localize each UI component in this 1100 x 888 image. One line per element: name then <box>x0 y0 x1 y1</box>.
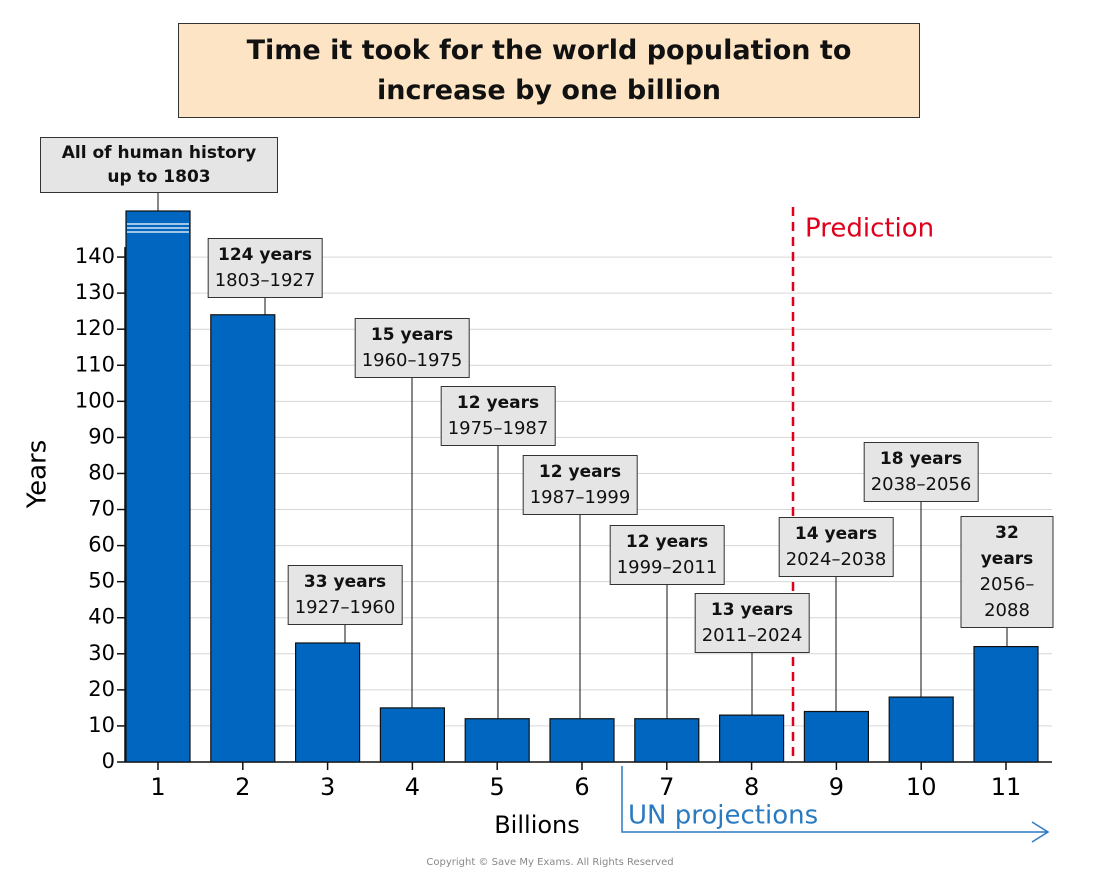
x-tick-label: 9 <box>829 773 844 801</box>
value-label-box: 12 years 1999–2011 <box>609 525 725 585</box>
y-tick-label: 30 <box>88 641 115 665</box>
value-label: 15 years <box>370 325 454 345</box>
x-tick-label: 4 <box>405 773 420 801</box>
period-label: 2056–2088 <box>979 574 1035 621</box>
period-label: 1975–1987 <box>447 418 549 439</box>
value-label: 18 years <box>879 449 963 469</box>
value-label-box: 12 years 1987–1999 <box>522 455 638 515</box>
y-tick-label: 10 <box>88 713 115 737</box>
value-label: 12 years <box>456 393 540 413</box>
projection-label: UN projections <box>628 801 818 831</box>
y-tick-label: 90 <box>88 424 115 448</box>
chart-title: Time it took for the world population to… <box>178 23 920 118</box>
projection-arrow <box>621 766 1050 843</box>
y-tick-label: 70 <box>88 497 115 521</box>
x-tick-label: 3 <box>320 773 335 801</box>
bar <box>549 718 615 763</box>
value-label: 12 years <box>538 462 622 482</box>
value-label: 13 years <box>710 600 794 620</box>
x-tick-label: 2 <box>235 773 250 801</box>
value-label-box: 12 years 1975–1987 <box>440 386 556 446</box>
y-tick-label: 80 <box>88 460 115 484</box>
y-tick-label: 60 <box>88 533 115 557</box>
y-tick-label: 140 <box>75 244 115 268</box>
bar <box>803 710 870 763</box>
period-label: 2024–2038 <box>785 549 887 570</box>
value-label-box: 14 years 2024–2038 <box>778 517 894 577</box>
value-label: 14 years <box>794 524 878 544</box>
bar <box>210 314 276 763</box>
value-label-box: 32 years 2056–2088 <box>960 516 1054 628</box>
value-label-box: 33 years 1927–1960 <box>287 565 403 625</box>
y-tick-label: 130 <box>75 280 115 304</box>
period-label: 1803–1927 <box>214 270 316 291</box>
y-tick-label: 100 <box>75 388 115 412</box>
bar <box>379 707 445 763</box>
value-label: 12 years <box>625 532 709 552</box>
value-label-box: 15 years 1960–1975 <box>354 318 470 378</box>
x-tick-label: 11 <box>991 773 1022 801</box>
x-tick-label: 6 <box>574 773 589 801</box>
x-axis-label: Billions <box>494 811 580 839</box>
period-label: 1999–2011 <box>616 557 718 578</box>
value-label: 33 years <box>303 572 387 592</box>
bar <box>888 696 954 763</box>
value-label-box: 124 years 1803–1927 <box>207 238 323 298</box>
bar <box>464 718 530 763</box>
y-tick-label: 20 <box>88 677 115 701</box>
annotation: All of human history up to 1803 <box>40 137 278 193</box>
bar <box>718 714 785 763</box>
period-label: 1987–1999 <box>529 487 631 508</box>
bar <box>295 642 361 763</box>
period-label: 2038–2056 <box>870 474 972 495</box>
period-label: 1927–1960 <box>294 597 396 618</box>
x-tick-label: 5 <box>490 773 505 801</box>
value-label-box: 18 years 2038–2056 <box>863 442 979 502</box>
copyright: Copyright © Save My Exams. All Rights Re… <box>426 857 673 868</box>
x-tick-label: 8 <box>744 773 759 801</box>
y-tick-label: 50 <box>88 569 115 593</box>
y-tick-label: 40 <box>88 605 115 629</box>
y-tick-label: 0 <box>102 749 115 773</box>
bar <box>973 645 1039 763</box>
x-tick-label: 10 <box>906 773 937 801</box>
period-label: 2011–2024 <box>701 625 803 646</box>
bar <box>634 718 700 763</box>
x-tick-label: 1 <box>150 773 165 801</box>
value-label-box: 13 years 2011–2024 <box>694 593 810 653</box>
prediction-label: Prediction <box>805 214 934 244</box>
y-axis-label: Years <box>23 440 53 510</box>
period-label: 1960–1975 <box>361 350 463 371</box>
value-label: 32 years <box>980 523 1034 569</box>
broken-bar <box>125 210 191 763</box>
value-label: 124 years <box>218 245 312 265</box>
y-tick-label: 110 <box>75 352 115 376</box>
y-tick-label: 120 <box>75 316 115 340</box>
x-tick-label: 7 <box>659 773 674 801</box>
